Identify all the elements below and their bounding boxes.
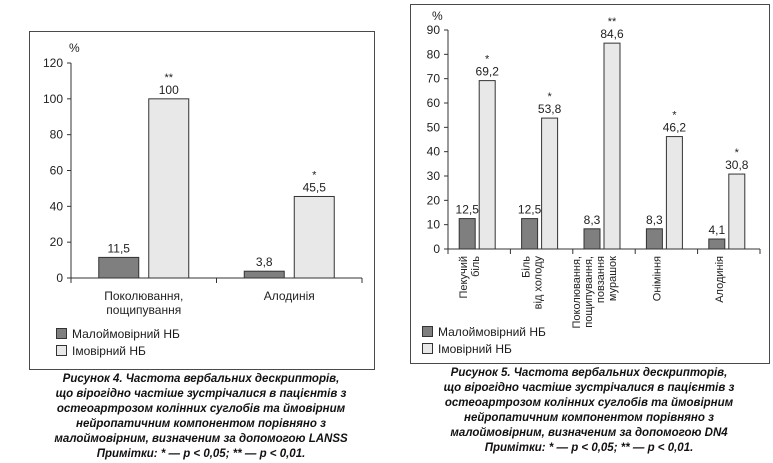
significance-mark: * bbox=[547, 91, 552, 103]
figure-5-caption: Рисунок 5. Частота вербальних дескриптор… bbox=[410, 366, 768, 456]
bar-likely-np bbox=[665, 136, 683, 250]
data-label: 46,2 bbox=[663, 121, 687, 135]
caption-line: що вірогідно частіше зустрічалися в паці… bbox=[443, 382, 735, 394]
bar-likely-np bbox=[603, 42, 621, 250]
bar-likely-np bbox=[293, 195, 335, 279]
significance-mark: * bbox=[735, 147, 740, 159]
significance-mark: ** bbox=[164, 72, 173, 84]
bar-unlikely-np bbox=[243, 270, 285, 279]
legend-swatch-high bbox=[56, 345, 67, 356]
data-label: 3,8 bbox=[256, 255, 273, 269]
data-label: 45,5 bbox=[303, 180, 327, 194]
legend-label-high: Імовірний НБ bbox=[438, 341, 512, 356]
legend-item-low: Малоймовірний НБ bbox=[422, 323, 546, 340]
caption-line: Рисунок 5. Частота вербальних дескриптор… bbox=[450, 367, 728, 379]
y-tick-label: 20 bbox=[50, 235, 64, 249]
data-label: 53,8 bbox=[538, 102, 562, 116]
figure-5-legend: Малоймовірний НБ Імовірний НБ bbox=[422, 323, 546, 357]
bar-likely-np bbox=[478, 80, 496, 250]
data-label: 84,6 bbox=[600, 27, 624, 41]
y-tick-label: 80 bbox=[427, 47, 441, 61]
y-tick-label: 60 bbox=[427, 96, 441, 110]
bar-unlikely-np bbox=[708, 238, 726, 250]
caption-line: остеоартрозом колінних суглобів та ймові… bbox=[56, 403, 346, 415]
caption-line: Рисунок 4. Частота вербальних дескриптор… bbox=[62, 373, 340, 385]
data-label: 30,8 bbox=[725, 158, 749, 172]
x-category-label: Оніміння bbox=[651, 256, 663, 301]
figure-4-legend: Малоймовірний НБ Імовірний НБ bbox=[56, 325, 180, 359]
y-tick-label: 0 bbox=[56, 271, 63, 285]
y-tick-label: 0 bbox=[433, 242, 440, 256]
caption-note: Примітки: * — р < 0,05; ** — р < 0,01. bbox=[96, 448, 306, 460]
bar-likely-np bbox=[728, 173, 746, 250]
legend-swatch-high bbox=[422, 343, 433, 354]
legend-swatch-low bbox=[56, 328, 67, 339]
bar-unlikely-np bbox=[458, 218, 476, 250]
x-category-label: повзання bbox=[595, 256, 607, 303]
figure-4-caption: Рисунок 4. Частота вербальних дескриптор… bbox=[29, 372, 373, 462]
x-category-label: Алодинія bbox=[264, 289, 315, 303]
x-category-label: Поколювання, bbox=[104, 289, 183, 303]
y-tick-label: 100 bbox=[43, 92, 63, 106]
x-category-label: біль bbox=[470, 256, 482, 277]
caption-note: Примітки: * — р < 0,05; ** — р < 0,01. bbox=[484, 442, 694, 454]
legend-swatch-low bbox=[422, 326, 433, 337]
significance-mark: ** bbox=[608, 16, 617, 28]
x-category-label: від холоду bbox=[533, 256, 545, 310]
x-category-label: Біль bbox=[521, 256, 533, 278]
caption-line: остеоартрозом колінних суглобів та ймові… bbox=[444, 397, 734, 409]
x-category-label: Поколювання, bbox=[571, 256, 583, 329]
significance-mark: * bbox=[312, 169, 317, 181]
data-label: 12,5 bbox=[456, 203, 480, 217]
y-tick-label: 30 bbox=[427, 169, 441, 183]
x-category-label: Пекучий bbox=[458, 256, 470, 298]
caption-line: малоймовірним, визначеним за допомогою D… bbox=[450, 427, 728, 439]
bar-likely-np bbox=[541, 117, 559, 250]
y-tick-label: 10 bbox=[427, 218, 441, 232]
x-category-label: Алодинія bbox=[714, 256, 726, 303]
significance-mark: * bbox=[672, 110, 677, 122]
caption-line: малоймовірним, визначеним за допомогою L… bbox=[54, 433, 348, 445]
y-tick-label: 120 bbox=[43, 56, 63, 70]
data-label: 100 bbox=[159, 83, 179, 97]
y-tick-label: 60 bbox=[50, 164, 64, 178]
y-tick-label: 80 bbox=[50, 128, 64, 142]
data-label: 12,5 bbox=[518, 203, 542, 217]
data-label: 69,2 bbox=[476, 65, 500, 79]
data-label: 4,1 bbox=[708, 223, 725, 237]
legend-label-low: Малоймовірний НБ bbox=[72, 326, 180, 341]
legend-label-high: Імовірний НБ bbox=[72, 343, 146, 358]
y-tick-label: 40 bbox=[50, 199, 64, 213]
data-label: 8,3 bbox=[646, 213, 663, 227]
y-tick-label: 70 bbox=[427, 72, 441, 86]
y-axis-unit: % bbox=[432, 9, 443, 23]
significance-mark: * bbox=[485, 54, 490, 66]
legend-label-low: Малоймовірний НБ bbox=[438, 324, 546, 339]
bar-unlikely-np bbox=[98, 256, 140, 279]
y-tick-label: 90 bbox=[427, 23, 441, 37]
x-category-label: пощипування bbox=[106, 303, 181, 317]
y-tick-label: 50 bbox=[427, 120, 441, 134]
legend-item-low: Малоймовірний НБ bbox=[56, 325, 180, 342]
bar-unlikely-np bbox=[583, 228, 601, 250]
bar-unlikely-np bbox=[645, 228, 663, 250]
y-tick-label: 40 bbox=[427, 145, 441, 159]
legend-item-high: Імовірний НБ bbox=[56, 342, 180, 359]
data-label: 8,3 bbox=[584, 213, 601, 227]
caption-line: що вірогідно частіше зустрічалися в паці… bbox=[55, 388, 347, 400]
y-axis-unit: % bbox=[69, 41, 80, 55]
caption-line: нейропатичним компонентом порівняно з bbox=[464, 412, 714, 424]
bar-likely-np bbox=[148, 98, 190, 279]
figure-5-frame bbox=[410, 4, 770, 364]
caption-line: нейропатичним компонентом порівняно з bbox=[76, 418, 326, 430]
data-label: 11,5 bbox=[108, 241, 131, 255]
y-tick-label: 20 bbox=[427, 193, 441, 207]
legend-item-high: Імовірний НБ bbox=[422, 340, 546, 357]
x-category-label: мурашок bbox=[607, 256, 619, 301]
x-category-label: пощипування, bbox=[583, 256, 595, 328]
bar-unlikely-np bbox=[521, 218, 539, 250]
